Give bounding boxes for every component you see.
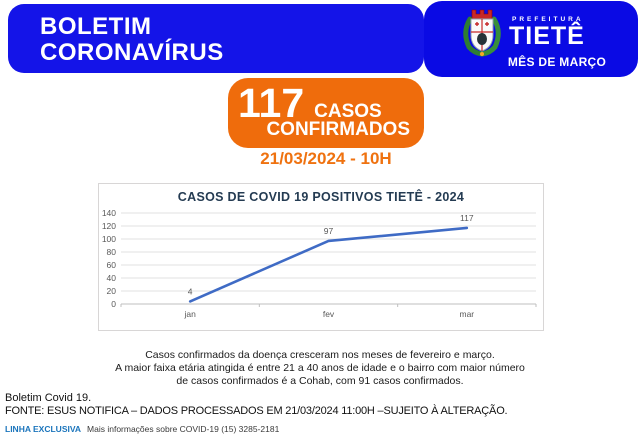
hotline-label: LINHA EXCLUSIVA (5, 424, 82, 434)
svg-text:40: 40 (107, 273, 117, 283)
svg-text:80: 80 (107, 247, 117, 257)
cases-word: CASOS (314, 101, 382, 122)
svg-text:jan: jan (183, 309, 196, 319)
bulletin-banner: BOLETIM CORONAVÍRUS (8, 4, 424, 73)
svg-text:60: 60 (107, 260, 117, 270)
cases-count: 117 (238, 80, 305, 126)
svg-text:97: 97 (324, 226, 334, 236)
tiete-coat-of-arms-icon (463, 9, 501, 57)
covid-line-chart-svg: 0 20 40 60 80 100 120 140 4 jan 97 fev 117 mar (102, 208, 537, 319)
footer-bulletin-name: Boletim Covid 19. (5, 392, 92, 404)
bulletin-title: BOLETIM CORONAVÍRUS (40, 14, 224, 66)
city-name: TIETÊ (509, 22, 585, 50)
bulletin-title-line2: CORONAVÍRUS (40, 39, 224, 66)
svg-text:4: 4 (188, 286, 193, 296)
report-datetime: 21/03/2024 - 10H (260, 149, 392, 168)
month-label: MÊS DE MARÇO (507, 55, 607, 69)
summary-line3: de casos confirmados é a Cohab, com 91 c… (176, 375, 464, 387)
footer-hotline: LINHA EXCLUSIVA Mais informações sobre CO… (5, 424, 507, 434)
prefeitura-label: PREFEITURA (512, 16, 584, 23)
svg-text:mar: mar (460, 309, 475, 319)
svg-text:140: 140 (102, 208, 116, 218)
covid-line-chart-panel: 0 20 40 60 80 100 120 140 4 jan 97 fev 117 mar CASOS … (98, 183, 544, 331)
footer: Boletim Covid 19. FONTE: ESUS NOTIFICA –… (5, 392, 508, 434)
svg-text:100: 100 (102, 234, 116, 244)
svg-text:120: 120 (102, 221, 116, 231)
confirmed-word: CONFIRMADOS (266, 119, 410, 140)
hotline-info: Mais informações sobre COVID-19 (15) 328… (87, 424, 280, 434)
svg-text:20: 20 (107, 286, 117, 296)
summary-line1: Casos confirmados da doença cresceram no… (145, 349, 495, 361)
confirmed-cases-badge: 117 CASOS CONFIRMADOS (228, 78, 424, 148)
svg-text:117: 117 (460, 213, 474, 223)
svg-text:0: 0 (111, 299, 116, 309)
summary-line2: A maior faixa etária atingida é entre 21… (115, 362, 525, 374)
city-hall-banner: PREFEITURA TIETÊ MÊS DE MARÇO (424, 1, 638, 77)
bulletin-title-line1: BOLETIM (40, 13, 152, 40)
chart-title: CASOS DE COVID 19 POSITIVOS TIETÊ - 2024 (177, 190, 465, 204)
svg-text:fev: fev (323, 309, 335, 319)
summary-text: Casos confirmados da doença cresceram no… (0, 349, 640, 388)
footer-source: FONTE: ESUS NOTIFICA – DADOS PROCESSADOS… (5, 405, 508, 417)
